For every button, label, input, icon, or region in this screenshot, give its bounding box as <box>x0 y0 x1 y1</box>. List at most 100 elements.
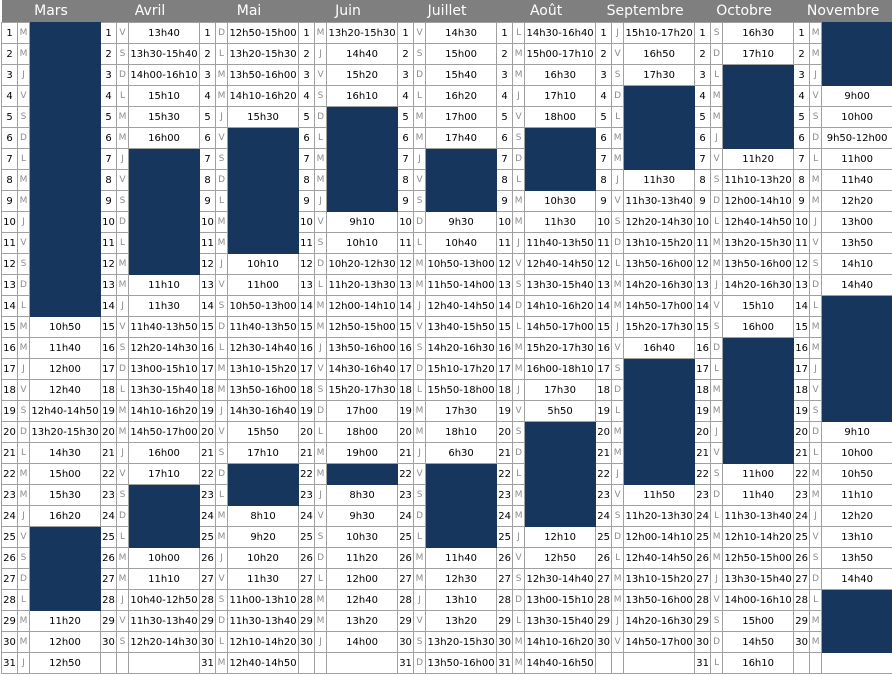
time-cell: 13h40-15h50 <box>425 316 498 338</box>
weekday-letter: M <box>512 505 526 527</box>
weekday-letter: M <box>116 400 130 422</box>
day-number: 30 <box>694 631 712 653</box>
day-number: 23 <box>595 484 613 506</box>
day-number: 30 <box>496 631 514 653</box>
day-number: 14 <box>496 295 514 317</box>
weekday-letter: M <box>710 547 724 569</box>
weekday-letter: S <box>314 526 328 548</box>
weekday-letter: M <box>116 253 130 275</box>
blocked-cell <box>326 106 399 128</box>
time-cell: 9h30 <box>326 505 399 527</box>
time-cell: 12h50 <box>28 652 102 674</box>
day-number: 24 <box>298 505 316 527</box>
weekday-letter: M <box>512 64 526 86</box>
weekday-letter: J <box>512 526 526 548</box>
weekday-letter: D <box>116 211 130 233</box>
day-number: 6 <box>694 127 712 149</box>
time-cell: 13h20 <box>326 610 399 632</box>
weekday-letter: D <box>710 337 724 359</box>
time-cell: 16h10 <box>326 85 399 107</box>
day-number: 3 <box>694 64 712 86</box>
day-number: 4 <box>595 85 613 107</box>
table-row: 31 J 12h50 31 M 12h40-14h50 31 D 13h50-16h00 31 M 1… <box>1 652 892 674</box>
time-cell: 11h00 <box>227 274 300 296</box>
time-cell: 15h20 <box>326 64 399 86</box>
weekday-letter: M <box>17 22 30 44</box>
blocked-cell <box>28 253 102 275</box>
time-cell: 14h40 <box>326 43 399 65</box>
weekday-letter: V <box>215 127 229 149</box>
time-cell: 12h40-14h50 <box>227 652 300 674</box>
day-number: 28 <box>397 589 415 611</box>
day-number: 18 <box>1 379 18 401</box>
time-cell: 18h00 <box>524 106 597 128</box>
blocked-cell <box>524 421 597 443</box>
weekday-letter: V <box>314 358 328 380</box>
table-row: 18 V 12h40 18 L 13h30-15h40 18 M 13h50-16h00 18 S 1… <box>1 379 892 401</box>
weekday-letter: M <box>314 610 328 632</box>
time-cell: 10h20-12h30 <box>326 253 399 275</box>
table-row: 15 M 10h50 15 V 11h40-13h50 15 D 11h40-13h50 15 M 1… <box>1 316 892 338</box>
day-number: 15 <box>397 316 415 338</box>
time-cell: 13h20-15h30 <box>227 43 300 65</box>
blocked-cell <box>425 505 498 527</box>
weekday-letter: J <box>215 106 229 128</box>
day-number: 1 <box>199 22 217 44</box>
weekday-letter: M <box>710 379 724 401</box>
month-header-row: Mars Avril Mai Juin Juillet Août Septembre Octo… <box>1 0 892 23</box>
day-number: 12 <box>595 253 613 275</box>
day-number: 27 <box>199 568 217 590</box>
time-cell: 12h40 <box>28 379 102 401</box>
day-number: 22 <box>298 463 316 485</box>
time-cell: 15h30 <box>227 106 300 128</box>
day-number: 3 <box>298 64 316 86</box>
weekday-letter: M <box>809 484 823 506</box>
day-number: 15 <box>595 316 613 338</box>
time-cell: 14h30-16h40 <box>227 400 300 422</box>
day-number: 16 <box>595 337 613 359</box>
time-cell: 13h50-16h00 <box>326 337 399 359</box>
day-number: 13 <box>694 274 712 296</box>
weekday-letter: V <box>710 148 724 170</box>
table-row: 23 M 15h30 23 S 23 L 23 J 8h30 23 S 23 M 23 V 11h50 23 D 11… <box>1 484 892 506</box>
weekday-letter: L <box>215 631 229 653</box>
time-cell: 10h10 <box>326 232 399 254</box>
time-cell <box>623 652 696 674</box>
weekday-letter: S <box>215 148 229 170</box>
time-cell: 18h10 <box>425 421 498 443</box>
time-cell: 12h00-14h10 <box>623 526 696 548</box>
weekday-letter: M <box>611 295 625 317</box>
time-cell: 17h00 <box>425 106 498 128</box>
day-number: 23 <box>199 484 217 506</box>
time-cell: 11h40-13h50 <box>227 316 300 338</box>
weekday-letter: M <box>611 274 625 296</box>
weekday-letter: M <box>512 484 526 506</box>
weekday-letter: D <box>17 127 30 149</box>
weekday-letter: V <box>116 610 130 632</box>
day-number: 5 <box>694 106 712 128</box>
weekday-letter: V <box>413 316 427 338</box>
blocked-cell <box>821 631 892 653</box>
time-cell: 14h00 <box>326 631 399 653</box>
table-row: 6 D 6 M 16h00 6 V 6 L 6 M 17h40 6 S 6 M 6 J 6 D 9h50-12h00 <box>1 127 892 149</box>
day-number: 23 <box>100 484 118 506</box>
day-number: 13 <box>298 274 316 296</box>
weekday-letter: J <box>611 610 625 632</box>
day-number: 9 <box>496 190 514 212</box>
blocked-cell <box>722 358 795 380</box>
day-number: 10 <box>1 211 18 233</box>
time-cell: 9h00 <box>821 85 892 107</box>
day-number: 28 <box>595 589 613 611</box>
weekday-letter: D <box>215 463 229 485</box>
weekday-letter: M <box>512 631 526 653</box>
weekday-letter: D <box>314 253 328 275</box>
table-row: 27 D 27 M 11h10 27 V 11h30 27 L 12h00 27 M 12h30 27 S 12… <box>1 568 892 590</box>
day-number: 29 <box>199 610 217 632</box>
blocked-cell <box>425 148 498 170</box>
weekday-letter: L <box>215 190 229 212</box>
day-number: 8 <box>595 169 613 191</box>
weekday-letter: S <box>215 295 229 317</box>
weekday-letter: S <box>512 421 526 443</box>
weekday-letter: S <box>611 358 625 380</box>
weekday-letter: V <box>17 85 30 107</box>
